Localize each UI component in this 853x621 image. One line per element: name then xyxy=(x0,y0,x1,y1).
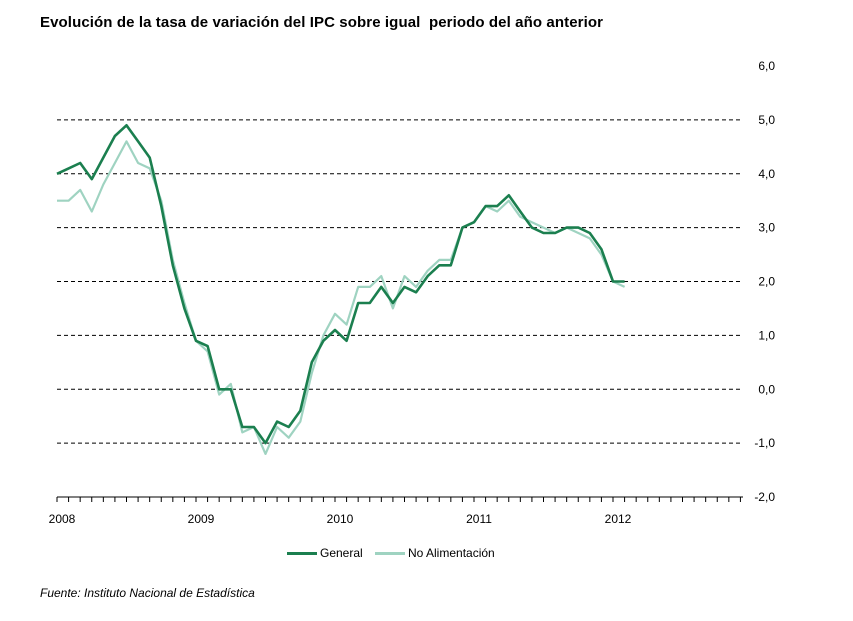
series-line-no-alimentacion xyxy=(57,140,626,455)
y-tick-label: -1,0 xyxy=(754,436,775,450)
y-tick-label: 5,0 xyxy=(758,113,775,127)
x-tick-label: 2008 xyxy=(49,512,76,526)
legend-swatch-no-alimentacion xyxy=(375,551,405,555)
x-tick-label: 2010 xyxy=(327,512,354,526)
x-tick-label: 2011 xyxy=(466,512,492,526)
chart-title: Evolución de la tasa de variación del IP… xyxy=(40,14,604,31)
y-tick-label: 0,0 xyxy=(758,382,775,396)
line-chart: 6,05,04,03,02,01,00,0-1,0-2,0 2008 2009 20… xyxy=(49,59,776,526)
source-note: Fuente: Instituto Nacional de Estadístic… xyxy=(40,586,255,600)
x-axis xyxy=(56,496,743,502)
legend-item-no-alimentacion: No Alimentación xyxy=(375,546,495,560)
series-line-general xyxy=(56,124,625,445)
x-tick-label: 2012 xyxy=(605,512,632,526)
x-axis-tick-labels: 2008 2009 2010 2011 2012 xyxy=(49,512,632,526)
legend-label-no-alimentacion: No Alimentación xyxy=(408,546,495,560)
x-tick-label: 2009 xyxy=(188,512,215,526)
gridlines xyxy=(57,119,743,444)
y-tick-label: 6,0 xyxy=(758,59,775,73)
y-tick-label: 1,0 xyxy=(758,328,775,342)
series-lines xyxy=(56,124,626,455)
legend-label-general: General xyxy=(320,546,363,560)
legend-swatch-general xyxy=(287,551,317,555)
legend-item-general: General xyxy=(287,546,363,560)
chart-legend: General No Alimentación xyxy=(0,546,853,566)
y-axis-tick-labels: 6,0 5,0 4,0 3,0 2,0 1,0 0,0 -1,0 -2,0 xyxy=(754,59,775,504)
y-tick-label: 2,0 xyxy=(758,275,775,289)
y-tick-label: 4,0 xyxy=(758,167,775,181)
y-tick-label: 3,0 xyxy=(758,221,775,235)
y-tick-label: -2,0 xyxy=(754,490,775,504)
